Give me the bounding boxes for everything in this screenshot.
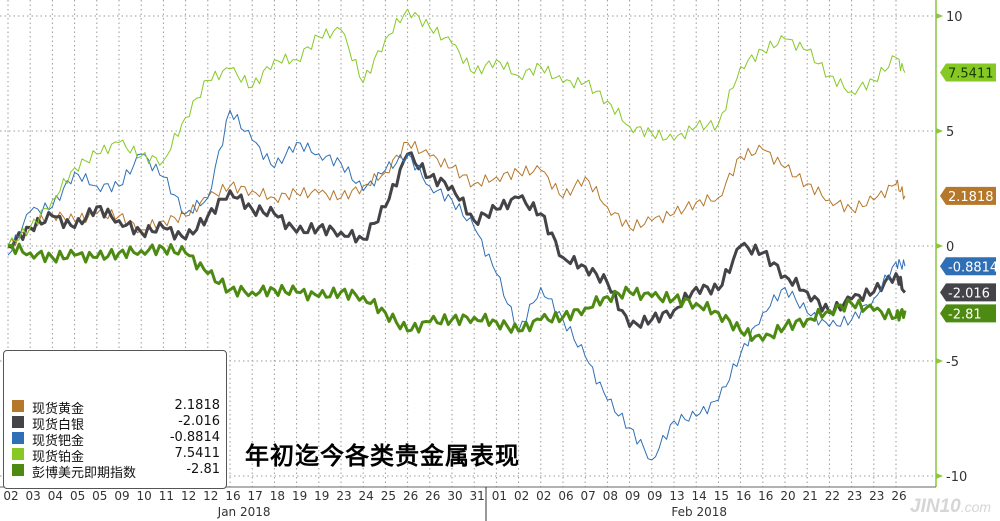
- x-tick-label: 25: [381, 489, 396, 503]
- x-tick-label: 13: [669, 489, 684, 503]
- x-tick-label: 04: [48, 489, 63, 503]
- x-tick-label: 09: [625, 489, 640, 503]
- y-tick-label: 10: [946, 10, 963, 25]
- last-value-label: -2.016: [948, 286, 990, 301]
- last-value-tag: [940, 63, 996, 82]
- y-tick-label: 0: [946, 240, 954, 255]
- series-lines: [7, 8, 907, 461]
- x-tick-label: 14: [692, 489, 707, 503]
- x-tick-label: 16: [225, 489, 240, 503]
- x-tick-label: 21: [803, 489, 818, 503]
- grid-lines: [0, 0, 936, 487]
- series-line: [7, 242, 907, 342]
- x-tick-label: 19: [292, 489, 307, 503]
- x-tick-label: 17: [248, 489, 263, 503]
- legend-swatch: [12, 464, 24, 476]
- legend-swatch: [12, 432, 24, 444]
- y-tick-label: -10: [946, 470, 967, 485]
- legend-item-palladium: 现货钯金 -0.8814: [12, 430, 222, 449]
- legend: 现货黄金 2.1818 现货白银 -2.016 现货钯金 -0.8814 现货铂…: [3, 350, 227, 489]
- y-tick-marker: [936, 128, 943, 134]
- x-tick-label: 09: [114, 489, 129, 503]
- axes: 02 03 04 05 05 09 10 11 12 12 16 17 18 19 19 23 24 25 26 26…: [0, 0, 967, 521]
- series-line: [7, 109, 906, 461]
- legend-value: 7.5411: [174, 446, 221, 461]
- legend-value: -2.81: [186, 462, 220, 477]
- x-tick-label: 08: [603, 489, 618, 503]
- last-value-tags: 7.5411 2.1818 -0.8814 -2.016 -2.81: [940, 63, 998, 323]
- x-tick-label: 19: [314, 489, 329, 503]
- x-tick-label: 02: [536, 489, 551, 503]
- legend-item-platinum: 现货铂金 7.5411: [12, 446, 222, 465]
- x-tick-label: 05: [70, 489, 85, 503]
- last-value-tag: [940, 304, 996, 323]
- legend-swatch: [12, 416, 24, 428]
- x-tick-label: 12: [203, 489, 218, 503]
- watermark-main: JIN10: [910, 496, 961, 517]
- last-value-label: -2.81: [948, 307, 982, 322]
- x-tick-label: 03: [26, 489, 41, 503]
- watermark-suffix: .com: [960, 499, 992, 515]
- watermark-logo: JIN10.com: [910, 496, 991, 518]
- y-tick-marker: [936, 473, 943, 479]
- y-tick-marker: [936, 13, 943, 19]
- x-tick-label: 23: [869, 489, 884, 503]
- x-tick-label: 30: [447, 489, 462, 503]
- legend-label: 现货黄金: [32, 402, 85, 417]
- x-tick-label: 31: [470, 489, 485, 503]
- x-tick-label: 26: [425, 489, 440, 503]
- last-value-tag: [940, 257, 996, 276]
- last-value-label: 2.1818: [948, 190, 994, 205]
- legend-swatch: [12, 400, 24, 412]
- legend-value: 2.1818: [174, 398, 221, 413]
- legend-swatch: [12, 448, 24, 460]
- x-tick-label: 02: [3, 489, 18, 503]
- x-tick-label: 10: [137, 489, 152, 503]
- x-tick-label: 24: [359, 489, 374, 503]
- legend-label: 现货铂金: [32, 450, 85, 465]
- series-line: [7, 8, 906, 247]
- x-tick-label: 12: [181, 489, 196, 503]
- last-value-tag: [940, 283, 996, 302]
- legend-item-dollar-index: 彭博美元即期指数 -2.81: [12, 462, 222, 481]
- x-tick-label: 01: [492, 489, 507, 503]
- x-tick-label: 23: [847, 489, 862, 503]
- x-month-label: Jan 2018: [217, 505, 271, 519]
- x-tick-label: 15: [714, 489, 729, 503]
- x-tick-label: 16: [758, 489, 773, 503]
- x-month-label: Feb 2018: [671, 505, 727, 519]
- last-value-tag: [940, 186, 996, 205]
- chart-title: 年初迄今各类贵金属表现: [245, 442, 520, 470]
- x-tick-label: 06: [558, 489, 573, 503]
- last-value-label: -0.8814: [948, 260, 998, 275]
- y-tick-marker: [936, 243, 943, 249]
- x-tick-label: 02: [514, 489, 529, 503]
- x-tick-label: 20: [780, 489, 795, 503]
- series-line: [7, 151, 907, 329]
- legend-label: 现货钯金: [32, 434, 85, 449]
- legend-label: 现货白银: [32, 418, 85, 433]
- x-tick-label: 23: [336, 489, 351, 503]
- x-tick-label: 26: [403, 489, 418, 503]
- y-tick-marker: [936, 358, 943, 364]
- y-tick-label: -5: [946, 355, 959, 370]
- x-tick-label: 09: [647, 489, 662, 503]
- x-tick-label: 07: [581, 489, 596, 503]
- legend-item-silver: 现货白银 -2.016: [12, 414, 222, 433]
- x-tick-label: 16: [736, 489, 751, 503]
- x-tick-label: 11: [159, 489, 174, 503]
- legend-value: -0.8814: [169, 430, 220, 445]
- y-tick-label: 5: [946, 125, 954, 140]
- x-tick-label: 22: [825, 489, 840, 503]
- x-tick-label: 26: [891, 489, 906, 503]
- legend-label: 彭博美元即期指数: [32, 466, 137, 481]
- legend-item-gold: 现货黄金 2.1818: [12, 398, 222, 417]
- legend-value: -2.016: [178, 414, 220, 429]
- x-tick-label: 18: [270, 489, 285, 503]
- last-value-label: 7.5411: [948, 67, 994, 82]
- x-tick-label: 05: [92, 489, 107, 503]
